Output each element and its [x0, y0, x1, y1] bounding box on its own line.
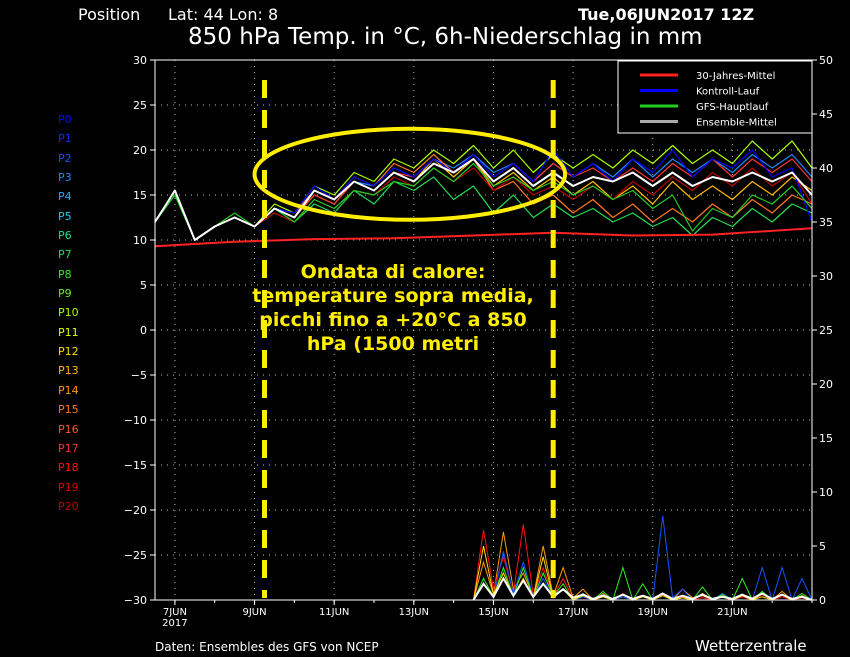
- y-tick-label-left: 15: [133, 189, 147, 202]
- y-axis-left: 30 25 20 15 10 5 0 −5 −10 −15 −20 −25 −30: [124, 54, 155, 607]
- legend: 30-Jahres-Mittel Kontroll-Lauf GFS-Hauptla…: [617, 60, 813, 134]
- y-tick-label-left: 25: [133, 99, 147, 112]
- member-label: P3: [58, 171, 72, 185]
- y-tick-label-right: 15: [819, 432, 833, 445]
- member-label: P18: [58, 461, 79, 475]
- member-label: P13: [58, 364, 79, 378]
- highlight-marks: [252, 80, 568, 598]
- y-tick-label-right: 10: [819, 486, 833, 499]
- member-label: P15: [58, 403, 79, 417]
- x-tick-label: 9JUN: [242, 607, 266, 618]
- plot-frame: [154, 59, 813, 601]
- x-year-label: 2017: [162, 618, 187, 629]
- series-line: [154, 153, 813, 241]
- annotation-line: Ondata di calore:: [301, 261, 486, 283]
- member-label: P20: [58, 499, 79, 513]
- legend-label: Kontroll-Lauf: [696, 87, 760, 98]
- y-tick-label-left: 30: [133, 54, 147, 67]
- member-label: P14: [58, 383, 79, 397]
- y-tick-label-left: −25: [124, 549, 147, 562]
- member-label: P4: [58, 190, 72, 204]
- x-tick-label: 19JUN: [637, 607, 667, 618]
- annotation-line: temperature sopra media,: [252, 285, 534, 307]
- x-tick-label: 7JUN: [163, 607, 187, 618]
- member-label: P0: [58, 113, 72, 126]
- x-tick-label: 17JUN: [558, 607, 588, 618]
- legend-label: GFS-Hauptlauf: [696, 102, 769, 113]
- y-tick-label-left: −10: [124, 414, 147, 427]
- series-line: [154, 227, 813, 248]
- y-tick-label-left: 5: [140, 279, 147, 292]
- brand-name: Wetterzentrale: [695, 637, 807, 655]
- member-label: P10: [58, 306, 79, 320]
- y-tick-label-left: −5: [131, 369, 147, 382]
- y-tick-label-right: 50: [819, 54, 833, 67]
- member-label: P12: [58, 345, 79, 359]
- x-tick-label: 13JUN: [399, 607, 429, 618]
- precip-line: [473, 524, 813, 601]
- member-label: P17: [58, 441, 79, 455]
- y-tick-label-right: 0: [819, 594, 826, 607]
- y-tick-label-right: 45: [819, 108, 833, 121]
- precipitation-series: [472, 515, 813, 602]
- member-label: P16: [58, 422, 79, 436]
- y-tick-label-left: −15: [124, 459, 147, 472]
- series-line: [154, 153, 813, 241]
- data-source: Daten: Ensembles des GFS von NCEP: [155, 640, 379, 654]
- member-label: P6: [58, 229, 72, 243]
- x-tick-label: 21JUN: [717, 607, 747, 618]
- chart-title: 850 hPa Temp. in °C, 6h-Niederschlag in …: [188, 24, 703, 50]
- annotation-line: picchi fino a +20°C a 850: [259, 309, 527, 331]
- y-tick-label-left: −30: [124, 594, 147, 607]
- annotation: Ondata di calore:temperature sopra media…: [252, 261, 534, 355]
- y-tick-label-right: 25: [819, 324, 833, 337]
- member-label: P1: [58, 132, 72, 146]
- legend-label: Ensemble-Mittel: [696, 118, 777, 129]
- member-label: P19: [58, 480, 79, 494]
- y-tick-label-right: 40: [819, 162, 833, 175]
- member-label: P9: [58, 287, 72, 301]
- y-tick-label-left: 10: [133, 234, 147, 247]
- member-label: P7: [58, 248, 72, 262]
- temperature-series: [154, 140, 813, 248]
- x-axis: 7JUN 9JUN 11JUN 13JUN 15JUN 17JUN 19JUN 21JUN 20…: [162, 600, 813, 629]
- legend-label: 30-Jahres-Mittel: [696, 71, 775, 82]
- y-tick-label-right: 35: [819, 216, 833, 229]
- y-tick-label-right: 20: [819, 378, 833, 391]
- x-tick-label: 15JUN: [478, 607, 508, 618]
- member-label: P5: [58, 209, 72, 223]
- y-tick-label-left: 0: [140, 324, 147, 337]
- x-tick-label: 11JUN: [319, 607, 349, 618]
- y-tick-label-right: 30: [819, 270, 833, 283]
- series-line: [154, 153, 813, 241]
- member-list: P0 P1 P2 P3 P4 P5 P6 P7 P8 P9 P10 P11 P12 P13 P14 P15 P1…: [58, 110, 79, 516]
- member-label: P11: [58, 325, 79, 339]
- y-tick-label-left: 20: [133, 144, 147, 157]
- coordinates: Lat: 44 Lon: 8: [168, 5, 279, 24]
- position-label: Position: [78, 5, 141, 24]
- grid: [155, 59, 812, 601]
- highlight-ellipse: [252, 126, 568, 222]
- precip-line: [472, 576, 813, 601]
- y-tick-label-left: −20: [124, 504, 147, 517]
- annotation-line: hPa (1500 metri: [307, 333, 479, 355]
- run-timestamp: Tue,06JUN2017 12Z: [578, 5, 755, 24]
- member-label: P8: [58, 267, 72, 281]
- y-tick-label-right: 5: [819, 540, 826, 553]
- member-label: P2: [58, 151, 72, 165]
